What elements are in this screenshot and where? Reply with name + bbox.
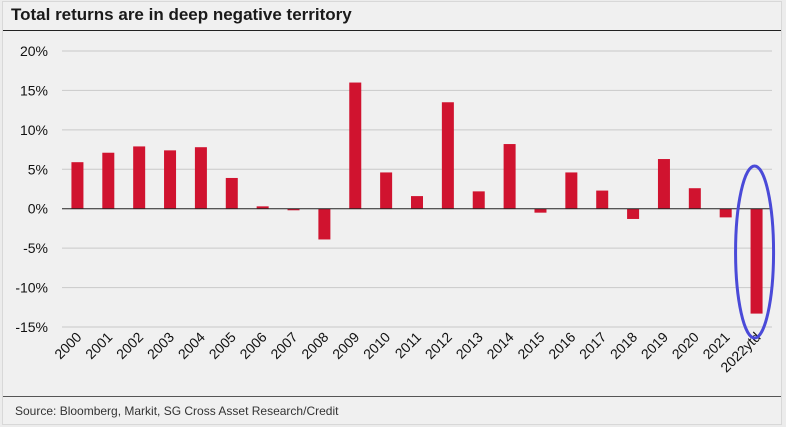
y-tick-label: 10%	[20, 122, 48, 138]
bar	[102, 152, 115, 209]
bar	[256, 206, 269, 209]
bar	[380, 172, 393, 209]
y-tick-label: 0%	[28, 201, 48, 217]
x-tick-label: 2007	[267, 329, 300, 362]
x-tick-label: 2001	[82, 329, 115, 362]
bar	[719, 208, 732, 218]
bar	[688, 188, 701, 209]
bar	[565, 172, 578, 209]
y-tick-label: -15%	[15, 319, 48, 335]
x-tick-label: 2010	[360, 329, 393, 362]
source-divider	[3, 396, 781, 397]
x-tick-label: 2004	[175, 329, 208, 362]
bar	[225, 177, 238, 209]
x-tick-label: 2009	[329, 329, 362, 362]
x-tick-label: 2015	[514, 329, 547, 362]
bar	[627, 208, 640, 219]
bar	[657, 159, 670, 209]
bar	[133, 146, 146, 209]
bar	[318, 208, 331, 240]
y-tick-label: -10%	[15, 280, 48, 296]
bar	[71, 162, 84, 209]
x-tick-label: 2017	[576, 329, 609, 362]
x-tick-label: 2014	[483, 329, 516, 362]
bar	[164, 150, 177, 209]
x-tick-label: 2019	[638, 329, 671, 362]
bar	[287, 208, 300, 211]
bar	[503, 144, 516, 209]
x-tick-label: 2013	[453, 329, 486, 362]
bar	[411, 196, 423, 209]
bar	[750, 208, 763, 314]
bar	[596, 190, 609, 209]
chart-title: Total returns are in deep negative terri…	[11, 5, 352, 24]
y-tick-label: 5%	[28, 161, 48, 177]
x-tick-label: 2003	[144, 329, 177, 362]
x-tick-label: 2018	[607, 329, 640, 362]
bar	[534, 208, 547, 213]
bar	[441, 102, 454, 209]
x-tick-label: 2002	[113, 329, 146, 362]
x-tick-label: 2020	[669, 329, 702, 362]
x-tick-label: 2016	[545, 329, 578, 362]
y-tick-label: 20%	[20, 43, 48, 59]
bar	[194, 147, 207, 209]
highlight-ellipse	[734, 164, 776, 340]
title-divider	[3, 30, 781, 31]
bar	[349, 82, 362, 209]
x-tick-label: 2008	[298, 329, 331, 362]
source-note: Source: Bloomberg, Markit, SG Cross Asse…	[15, 404, 339, 418]
x-tick-label: 2012	[422, 329, 455, 362]
x-tick-label: 2006	[236, 329, 269, 362]
x-tick-label: 2011	[392, 329, 425, 362]
bar	[472, 191, 485, 209]
y-tick-label: 15%	[20, 82, 48, 98]
x-tick-label: 2000	[51, 329, 84, 362]
x-tick-label: 2005	[206, 329, 239, 362]
y-tick-label: -5%	[23, 240, 48, 256]
